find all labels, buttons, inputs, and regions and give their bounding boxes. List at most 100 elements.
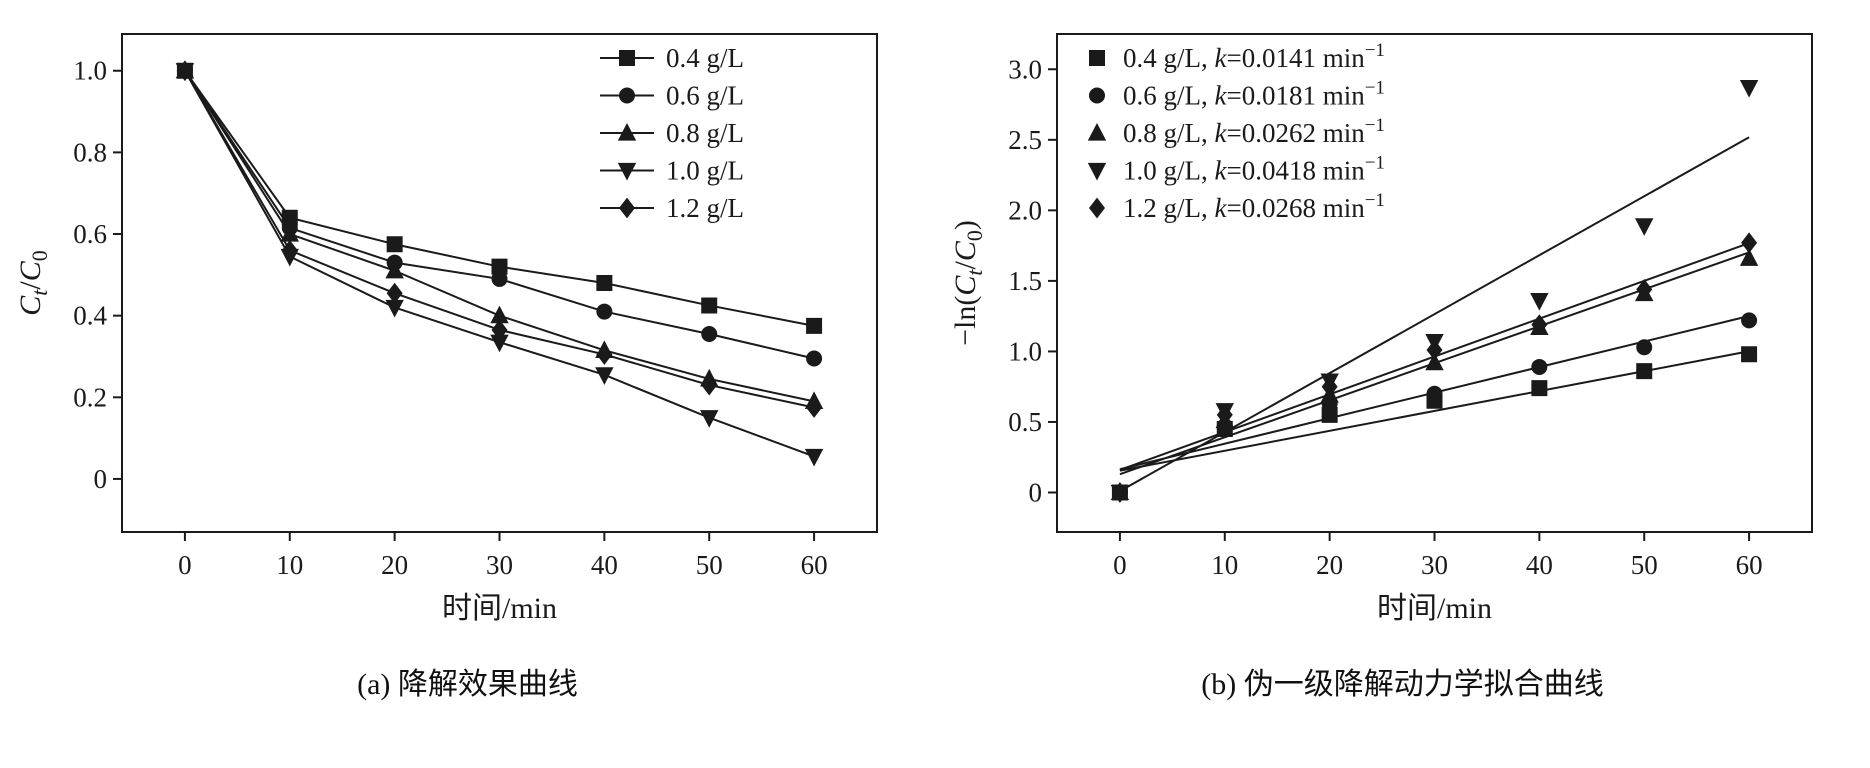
- triangle-up-marker: [490, 305, 509, 324]
- x-tick-label: 20: [1316, 550, 1343, 580]
- legend-circle-marker: [619, 87, 635, 104]
- series-0.8-g/L: [175, 60, 824, 409]
- triangle-up-marker: [385, 260, 404, 279]
- circle-marker: [701, 326, 718, 343]
- legend-triangle-up-marker: [617, 123, 637, 141]
- diamond-marker: [1531, 314, 1548, 336]
- x-tick-label: 20: [381, 550, 408, 580]
- legend-label: 0.8 g/L: [666, 118, 744, 148]
- diamond-marker: [596, 344, 613, 365]
- legend-diamond-marker: [619, 197, 635, 219]
- x-tick-label: 0: [178, 550, 192, 580]
- diamond-marker: [386, 282, 403, 304]
- square-marker: [1741, 346, 1758, 363]
- square-marker: [596, 275, 613, 291]
- legend-square-marker: [619, 50, 635, 66]
- circle-marker: [1636, 339, 1653, 356]
- x-tick-label: 10: [1211, 550, 1238, 580]
- y-axis-label: −ln(Ct/C0): [949, 220, 987, 346]
- triangle-down-marker: [1635, 218, 1654, 236]
- triangle-down-marker: [700, 410, 719, 428]
- axes: 0 10 20 30 40 50 60 0 0.2 0.4 0.6 0.8 1.0: [73, 56, 827, 580]
- y-tick-label: 0: [94, 464, 108, 494]
- legend-triangle-down-marker: [617, 162, 637, 181]
- square-marker: [1636, 363, 1653, 380]
- triangle-down-marker: [1530, 293, 1549, 311]
- legend-label: 1.2 g/L, k=0.0268 min−1: [1123, 190, 1385, 223]
- legend-triangle-down-marker: [1087, 162, 1107, 181]
- legend-label: 0.6 g/L, k=0.0181 min−1: [1123, 78, 1385, 111]
- square-marker: [491, 258, 508, 275]
- triangle-down-marker: [385, 299, 404, 318]
- diamond-marker: [701, 374, 718, 396]
- circle-marker: [806, 350, 823, 367]
- triangle-up-marker: [1425, 352, 1444, 371]
- legend-label: 0.6 g/L: [666, 81, 744, 111]
- x-tick-label: 40: [591, 550, 618, 580]
- chart-a-caption: (a) 降解效果曲线: [357, 668, 578, 701]
- y-tick-label: 1.0: [73, 56, 107, 86]
- diamond-marker: [281, 239, 298, 261]
- x-tick-label: 60: [1736, 550, 1763, 580]
- chart-panel-b: 0 10 20 30 40 50 60 0 0.5 1.0 1.5 2.0 2.5 3.0 时间/min −l…: [935, 12, 1870, 708]
- series-1.2-g/L: [1111, 232, 1758, 503]
- circle-marker: [1426, 385, 1443, 402]
- x-tick-label: 30: [1421, 550, 1448, 580]
- triangle-down-marker: [1739, 80, 1759, 98]
- y-tick-label: 0.2: [73, 382, 107, 412]
- x-tick-label: 60: [801, 550, 828, 580]
- legend: 0.4 g/L, k=0.0141 min−1 0.6 g/L, k=0.0181…: [1087, 40, 1385, 223]
- x-tick-label: 0: [1113, 550, 1127, 580]
- triangle-down-marker: [804, 448, 824, 467]
- diamond-marker: [491, 319, 508, 341]
- y-tick-label: 1.0: [1008, 336, 1042, 366]
- legend: 0.4 g/L 0.6 g/L 0.8 g/L 1.0 g/L 1.2 g/L: [600, 43, 744, 223]
- legend-circle-marker: [1089, 87, 1105, 104]
- x-tick-label: 10: [276, 550, 303, 580]
- circle-marker: [1741, 312, 1758, 329]
- y-tick-label: 0.4: [73, 301, 107, 331]
- triangle-down-marker: [595, 367, 614, 385]
- legend-label: 1.2 g/L: [666, 193, 744, 223]
- x-tick-label: 30: [486, 550, 513, 580]
- circle-marker: [596, 303, 613, 320]
- legend-label: 1.0 g/L: [666, 156, 744, 186]
- x-tick-label: 50: [1631, 550, 1658, 580]
- chart-b-caption: (b) 伪一级降解动力学拟合曲线: [1201, 668, 1604, 701]
- series-1.2-g/L: [176, 60, 823, 418]
- series-0.8-g/L: [1110, 248, 1759, 501]
- square-marker: [806, 317, 823, 334]
- y-tick-label: 0.6: [73, 219, 107, 249]
- x-tick-label: 40: [1526, 550, 1553, 580]
- circle-marker: [491, 270, 508, 287]
- degradation-curves-chart: 0 10 20 30 40 50 60 0 0.2 0.4 0.6 0.8 1.0 时间/min Ct/C0…: [14, 33, 878, 625]
- triangle-up-marker: [280, 224, 299, 242]
- diamond-marker: [1741, 232, 1758, 254]
- y-axis-label: Ct/C0: [14, 250, 52, 316]
- chart-panel-a: 0 10 20 30 40 50 60 0 0.2 0.4 0.6 0.8 1.0 时间/min Ct/C0…: [0, 12, 935, 708]
- diamond-marker: [1636, 278, 1653, 300]
- degradation-figure: 0 10 20 30 40 50 60 0 0.2 0.4 0.6 0.8 1.0 时间/min Ct/C0…: [0, 12, 1870, 708]
- y-tick-label: 0.8: [73, 137, 107, 167]
- y-tick-label: 2.0: [1008, 195, 1042, 225]
- diamond-marker: [1426, 339, 1443, 361]
- diamond-marker: [1111, 482, 1128, 503]
- y-tick-label: 3.0: [1008, 54, 1042, 84]
- y-tick-label: 1.5: [1008, 266, 1042, 296]
- diamond-marker: [1216, 404, 1233, 426]
- axes: 0 10 20 30 40 50 60 0 0.5 1.0 1.5 2.0 2.5 3.0: [1008, 54, 1762, 580]
- diamond-marker: [806, 397, 823, 418]
- diamond-marker: [1321, 376, 1338, 398]
- square-marker: [1531, 380, 1548, 397]
- circle-marker: [1531, 358, 1548, 375]
- square-marker: [386, 236, 403, 253]
- legend-square-marker: [1089, 50, 1105, 66]
- triangle-down-marker: [490, 334, 509, 353]
- legend-label: 0.4 g/L: [666, 43, 744, 73]
- legend-label: 1.0 g/L, k=0.0418 min−1: [1123, 153, 1385, 186]
- square-marker: [701, 297, 718, 314]
- kinetics-fit-chart: 0 10 20 30 40 50 60 0 0.5 1.0 1.5 2.0 2.5 3.0 时间/min −l…: [949, 33, 1813, 625]
- x-axis-label: 时间/min: [1377, 592, 1492, 625]
- legend-label: 0.8 g/L, k=0.0262 min−1: [1123, 115, 1385, 148]
- fit-line-1.0: [1119, 136, 1750, 492]
